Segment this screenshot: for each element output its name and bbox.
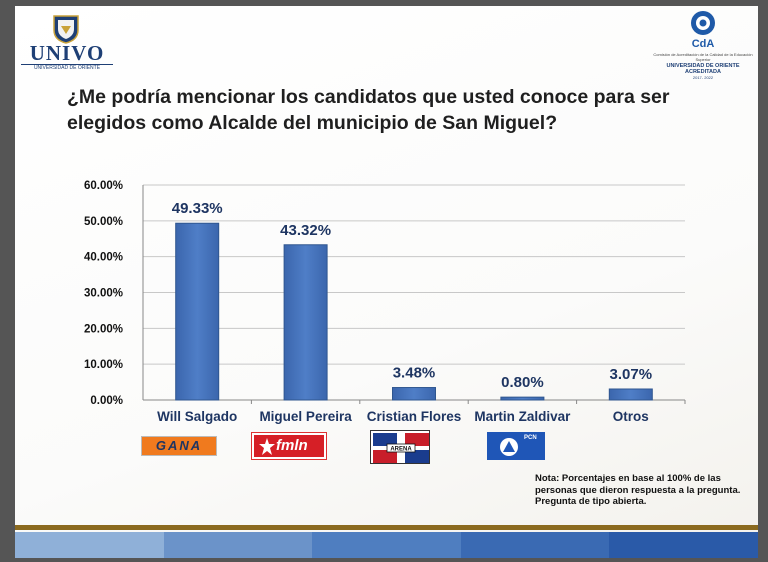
category-label: Cristian Flores (367, 409, 462, 424)
footer-bar (460, 532, 610, 558)
data-label: 43.32% (280, 222, 331, 239)
arena-logo-icon: ARENA (370, 430, 430, 464)
footer-bar (163, 532, 313, 558)
data-label: 3.48% (393, 365, 436, 382)
y-tick-label: 40.00% (84, 252, 123, 264)
bar-cristian-flores (392, 387, 436, 401)
footer-bar (15, 532, 164, 558)
category-label: Otros (613, 409, 649, 424)
footer-color-bars (15, 532, 758, 558)
data-label: 3.07% (610, 366, 653, 383)
category-label: Will Salgado (157, 409, 237, 424)
chart-gridlines (143, 184, 685, 365)
question-title: ¿Me podría mencionar los candidatos que … (67, 86, 670, 134)
cda-emblem-icon: CdA (691, 11, 715, 50)
fmln-star-icon (259, 438, 275, 455)
footer-bar (609, 532, 758, 558)
univo-subtitle: UNIVERSIDAD DE ORIENTE (21, 64, 113, 71)
arena-logo-text: ARENA (390, 447, 412, 453)
cda-university-text: UNIVERSIDAD DE ORIENTE ACREDITADA (666, 63, 740, 75)
category-label: Miguel Pereira (259, 409, 352, 424)
y-tick-label: 0.00% (90, 395, 123, 407)
data-label: 0.80% (501, 374, 544, 391)
bar-chart: 0.00% 10.00% 20.00% 30.00% 40.00% 50.00% 60.00… (84, 180, 686, 424)
gana-logo-icon: GANA (141, 436, 217, 456)
arena-flag-icon: ARENA (371, 431, 429, 463)
cda-commission-text: Comisión de Acreditación de la Calidad d… (653, 52, 753, 62)
slide: UNIVO UNIVERSIDAD DE ORIENTE CdA Comisió… (15, 6, 758, 558)
y-tick-label: 20.00% (84, 323, 123, 335)
bar-martin-zaldivar (500, 396, 545, 401)
y-tick-label: 60.00% (84, 180, 123, 192)
data-label: 49.33% (172, 200, 223, 217)
chart-bars (175, 222, 653, 401)
x-axis-category-labels: Will Salgado Miguel Pereira Cristian Flore… (157, 409, 649, 424)
y-axis-tick-labels: 0.00% 10.00% 20.00% 30.00% 40.00% 50.00% 60.00… (84, 180, 123, 407)
pcn-logo-icon: PCN (487, 432, 545, 460)
bar-will-salgado (175, 222, 220, 401)
univo-name: UNIVO (29, 41, 105, 65)
pcn-logo-text: PCN (524, 435, 537, 441)
y-tick-label: 30.00% (84, 288, 123, 300)
category-label: Martin Zaldivar (474, 409, 571, 424)
svg-text:CdA: CdA (692, 38, 715, 50)
cda-years-text: 2017- 2022 (692, 75, 714, 80)
pcn-triangle-icon (500, 438, 518, 456)
footer-gold-line (15, 525, 758, 530)
chart-data-labels: 49.33% 43.32% 3.48% 0.80% 3.07% (172, 200, 652, 391)
univo-shield-icon (53, 15, 79, 44)
y-tick-label: 50.00% (84, 216, 123, 228)
bar-otros (608, 388, 653, 401)
gana-logo-text: GANA (155, 438, 203, 453)
fmln-logo-icon: fmln (251, 432, 327, 460)
cda-logo: CdA Comisión de Acreditación de la Calid… (653, 10, 753, 80)
univo-logo: UNIVO UNIVERSIDAD DE ORIENTE (19, 12, 115, 71)
footer-bar (312, 532, 461, 558)
fmln-logo-text: fmln (276, 437, 308, 454)
bar-miguel-pereira (283, 244, 328, 401)
footnote: Nota: Porcentajes en base al 100% de las… (535, 473, 741, 507)
y-tick-label: 10.00% (84, 359, 123, 371)
